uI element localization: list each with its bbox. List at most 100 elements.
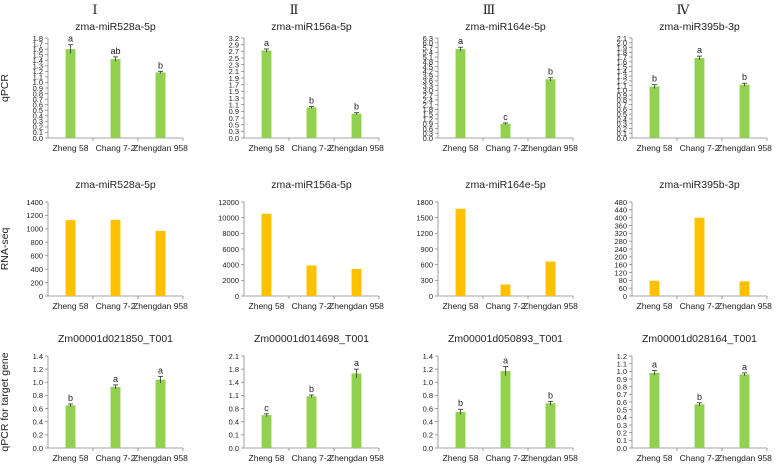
x-tick-label: Zhengdan 958 xyxy=(329,301,384,311)
y-tick-label: 0.0 xyxy=(229,134,239,143)
x-tick-label: Zhengdan 958 xyxy=(523,143,578,153)
y-tick-label: 3.0 xyxy=(423,86,433,95)
y-tick-label: 0.8 xyxy=(33,391,43,400)
y-tick-label: 0.6 xyxy=(617,105,627,114)
bar-3 xyxy=(545,403,556,448)
significance-label-1: b xyxy=(652,74,657,84)
x-tick-label: Zheng 58 xyxy=(443,143,479,153)
significance-label-1: a xyxy=(68,34,73,44)
y-tick-label: 0.0 xyxy=(423,134,433,143)
y-tick-label: 0.3 xyxy=(617,421,627,430)
y-tick-label: 0.2 xyxy=(33,431,43,440)
y-tick-label: 1.2 xyxy=(617,352,627,361)
x-tick-label: Chang 7-2 xyxy=(96,301,136,311)
y-tick-label: 0.4 xyxy=(617,413,627,422)
y-tick-label: 0.5 xyxy=(617,110,627,119)
significance-label-2: ab xyxy=(110,46,120,56)
y-tick-label: 0.2 xyxy=(33,123,43,132)
y-tick-label: 3.3 xyxy=(423,81,433,90)
y-tick-label: 2.3 xyxy=(229,60,239,69)
bar-2 xyxy=(500,371,511,448)
y-tick-label: 1.0 xyxy=(423,378,433,387)
y-tick-label: 0.4 xyxy=(617,115,627,124)
y-tick-label: 400 xyxy=(30,265,43,274)
significance-label-2: b xyxy=(697,392,702,402)
bar-3 xyxy=(545,79,556,138)
chart-panel-r2-c1: zma-miR528a-5p RNA-seq 0 200 400 600 800 1000 12… xyxy=(0,179,188,311)
chart-title: Zm00001d021850_T001 xyxy=(58,333,173,345)
y-tick-label: 280 xyxy=(614,237,627,246)
x-tick-label: Zhengdan 958 xyxy=(717,301,772,311)
x-tick-label: Chang 7-2 xyxy=(292,143,332,153)
y-tick-label: 0.6 xyxy=(617,398,627,407)
y-tick-label: 0.2 xyxy=(617,124,627,133)
y-tick-label: 0.4 xyxy=(229,418,239,427)
column-header-1: Ⅰ xyxy=(92,3,97,18)
bar-1 xyxy=(261,213,272,296)
y-tick-label: 1.0 xyxy=(33,378,43,387)
y-tick-label: 1.4 xyxy=(423,352,433,361)
y-tick-label: 0.5 xyxy=(33,106,43,115)
y-tick-label: 0.0 xyxy=(617,134,627,143)
x-tick-label: Chang 7-2 xyxy=(96,143,136,153)
y-tick-label: 1.0 xyxy=(33,78,43,87)
x-tick-label: Chang 7-2 xyxy=(486,143,526,153)
y-axis-label: qPCR for target gene xyxy=(0,352,11,451)
bar-3 xyxy=(545,261,556,296)
y-tick-label: 1.5 xyxy=(423,110,433,119)
chart-panel-r1-c2: zma-miR156a-5p0.00.30.50.70.91.11.31.51.… xyxy=(229,21,385,153)
chart-title: zma-miR528a-5p xyxy=(75,179,156,191)
y-tick-label: 0 xyxy=(429,292,433,301)
chart-title: Zm00001d014698_T001 xyxy=(254,333,369,345)
y-tick-label: 0.1 xyxy=(33,128,43,137)
y-tick-label: 1.9 xyxy=(229,74,239,83)
x-tick-label: Zhengdan 958 xyxy=(329,453,384,463)
chart-title: Zm00001d028164_T001 xyxy=(642,333,757,345)
y-tick-label: 240 xyxy=(614,245,627,254)
bar-1 xyxy=(65,49,76,138)
y-tick-label: 360 xyxy=(614,221,627,230)
column-headers: Ⅰ Ⅱ Ⅲ Ⅳ xyxy=(92,3,690,18)
bar-2 xyxy=(500,123,511,138)
y-tick-label: 1500 xyxy=(416,213,433,222)
significance-label-2: c xyxy=(503,112,508,122)
y-tick-label: 1.7 xyxy=(229,80,239,89)
y-tick-label: 5.7 xyxy=(423,43,433,52)
x-tick-label: Zheng 58 xyxy=(249,143,285,153)
y-axis-label: RNA-seq xyxy=(0,228,11,271)
x-tick-label: Zheng 58 xyxy=(443,301,479,311)
y-tick-label: 4.5 xyxy=(423,62,433,71)
chart-panel-r3-c1: Zm00001d021850_T001 qPCR for target gene 0… xyxy=(0,333,188,463)
y-tick-label: 12000 xyxy=(218,198,239,207)
y-tick-label: 1.5 xyxy=(229,87,239,96)
chart-panels: zma-miR528a-5pqPCR0.00.10.20.30.40.50.60… xyxy=(0,21,772,463)
bar-2 xyxy=(694,58,705,138)
y-tick-label: 2.9 xyxy=(229,40,239,49)
y-tick-label: 2.7 xyxy=(229,47,239,56)
chart-panel-r2-c2: zma-miR156a-5p 0 2000 4000 6000 8000 10000 1200… xyxy=(218,179,384,311)
y-tick-label: 4.8 xyxy=(423,58,433,67)
bar-1 xyxy=(649,86,660,138)
chart-title: zma-miR395b-3p xyxy=(659,21,740,33)
y-tick-label: 2000 xyxy=(222,276,239,285)
bar-2 xyxy=(110,386,121,448)
y-tick-label: 4000 xyxy=(222,260,239,269)
y-tick-label: 0.7 xyxy=(617,390,627,399)
chart-title: zma-miR528a-5p xyxy=(75,21,156,33)
y-tick-label: 300 xyxy=(420,276,433,285)
y-tick-label: 0.8 xyxy=(617,96,627,105)
y-tick-label: 1.2 xyxy=(423,115,433,124)
y-tick-label: 1200 xyxy=(416,229,433,238)
y-tick-label: 0.6 xyxy=(423,124,433,133)
y-tick-label: 0.8 xyxy=(617,382,627,391)
y-tick-label: 1.3 xyxy=(229,94,239,103)
y-tick-label: 10000 xyxy=(218,213,239,222)
y-tick-label: 0.4 xyxy=(33,418,43,427)
bar-2 xyxy=(694,217,705,296)
y-tick-label: 2.0 xyxy=(617,39,627,48)
chart-panel-r2-c3: zma-miR164e-5p 0 300 600 900 1200 1500 1800 Zhen… xyxy=(416,179,578,311)
bar-3 xyxy=(739,281,750,296)
chart-title: zma-miR156a-5p xyxy=(271,21,352,33)
bar-3 xyxy=(739,374,750,448)
y-tick-label: 2.1 xyxy=(229,67,239,76)
